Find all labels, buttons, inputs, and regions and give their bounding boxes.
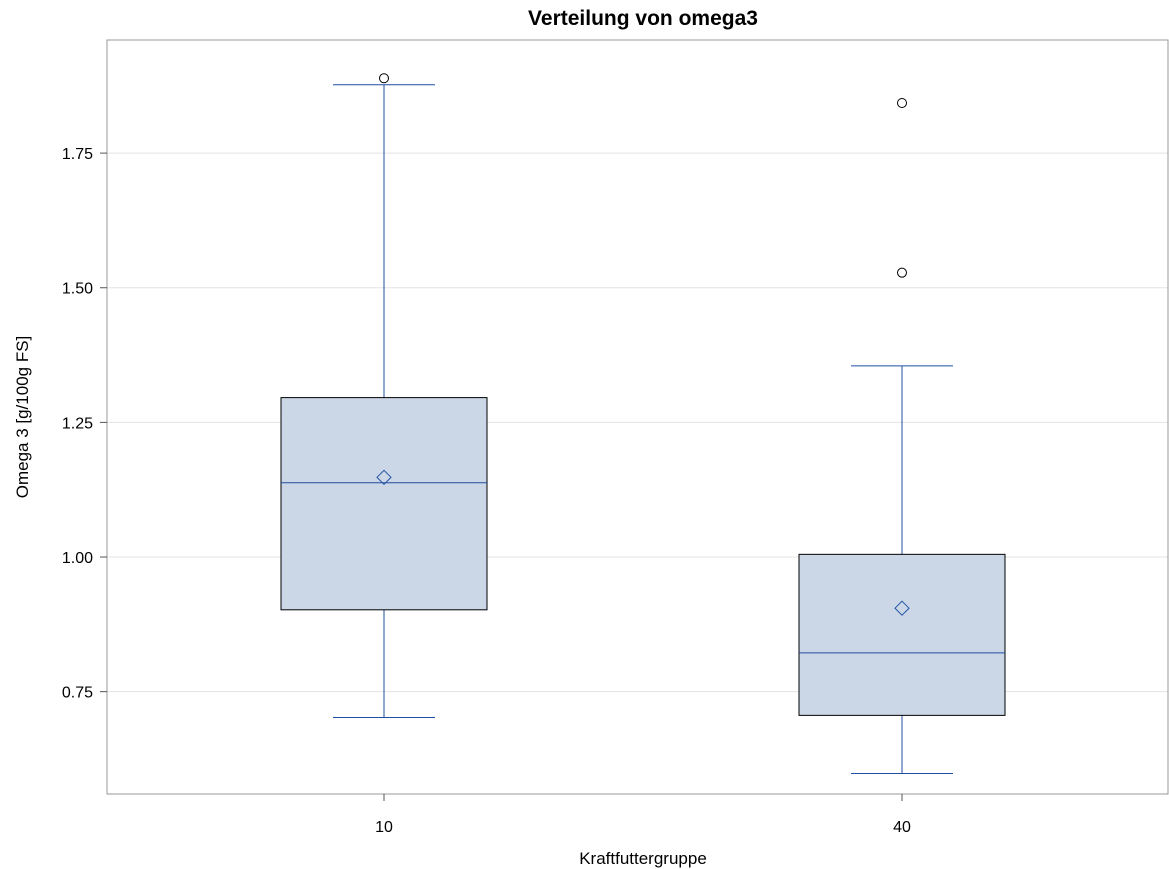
y-tick-label: 1.75 (62, 146, 93, 163)
iqr-box (280, 397, 488, 611)
y-tick-label: 1.25 (62, 415, 93, 432)
boxes (280, 73, 1006, 775)
y-axis-label: Omega 3 [g/100g FS] (13, 336, 32, 499)
plot-frame (106, 39, 1169, 795)
box-group-40 (798, 98, 1006, 775)
x-axis-label: Kraftfuttergruppe (579, 849, 707, 868)
chart-title: Verteilung von omega3 (528, 7, 758, 30)
x-axis-ticks: 10 40 (375, 794, 911, 836)
iqr-box (798, 553, 1006, 716)
x-tick-label: 40 (893, 819, 911, 836)
y-axis-ticks: 0.75 1.00 1.25 1.50 1.75 (62, 146, 107, 702)
y-tick-label: 1.00 (62, 550, 93, 567)
mean-marker (376, 469, 392, 486)
mean-marker (894, 600, 910, 616)
x-tick-label: 10 (375, 819, 393, 836)
y-tick-label: 1.50 (62, 281, 93, 298)
outlier-point (379, 73, 389, 84)
outlier-point (897, 98, 907, 109)
box-group-10 (280, 73, 488, 719)
y-tick-label: 0.75 (62, 685, 93, 702)
gridlines (107, 152, 1168, 693)
outlier-point (897, 267, 907, 278)
